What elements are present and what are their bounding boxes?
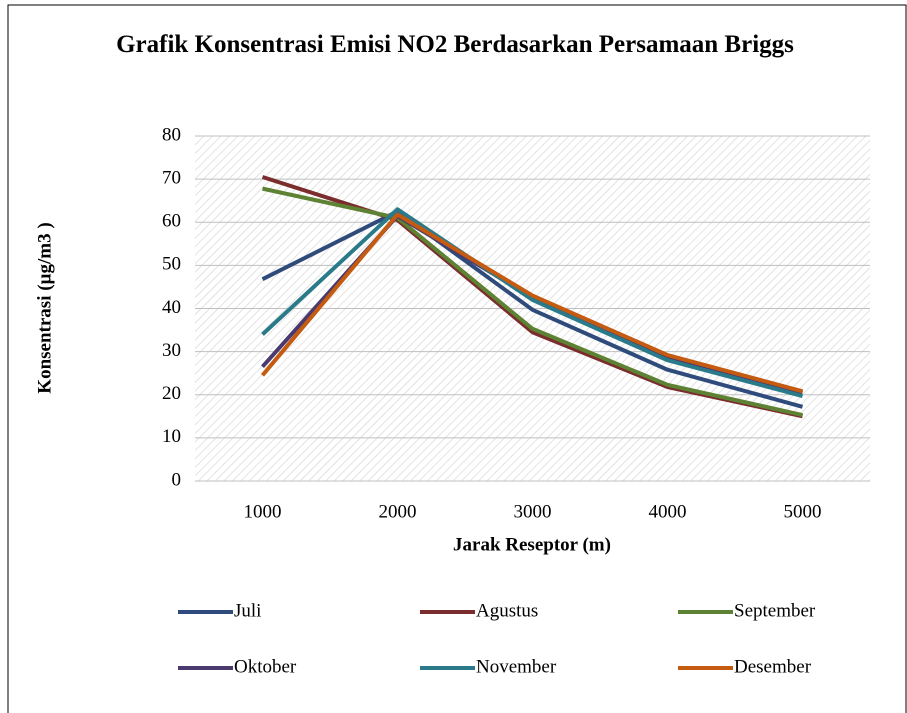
- x-tick-label: 3000: [514, 501, 552, 522]
- y-tick-label: 70: [162, 167, 181, 188]
- x-tick-label: 1000: [244, 501, 282, 522]
- x-tick-label: 2000: [379, 501, 417, 522]
- y-tick-label: 80: [162, 124, 181, 145]
- legend-label: Desember: [734, 656, 812, 677]
- line-series: [260, 212, 804, 394]
- y-axis-label: Konsentrasi (µg/m3 ): [34, 222, 55, 393]
- line-series: [261, 209, 804, 409]
- y-tick-label: 0: [172, 469, 182, 490]
- legend-label: September: [734, 600, 816, 621]
- legend-label: November: [476, 656, 557, 677]
- chart-title: Grafik Konsentrasi Emisi NO2 Berdasarkan…: [116, 31, 794, 58]
- y-tick-label: 60: [162, 211, 181, 232]
- legend-label: Juli: [234, 600, 261, 621]
- y-tick-label: 50: [162, 254, 181, 275]
- y-tick-label: 30: [162, 340, 181, 361]
- y-tick-label: 10: [162, 426, 181, 447]
- border: [7, 4, 907, 713]
- line-series: [262, 186, 803, 417]
- x-axis-label: Jarak Reseptor (m): [453, 534, 611, 555]
- x-tick-label: 4000: [649, 501, 687, 522]
- x-tick-label: 5000: [784, 501, 822, 522]
- legend-label: Agustus: [476, 600, 538, 621]
- legend-label: Oktober: [234, 656, 297, 677]
- y-tick-label: 20: [162, 383, 181, 404]
- line-series: [261, 207, 804, 398]
- y-tick-label: 40: [162, 297, 181, 318]
